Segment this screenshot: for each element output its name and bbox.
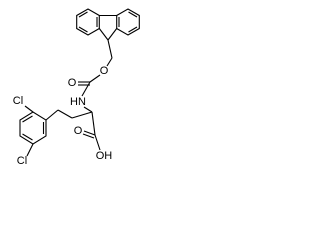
ring	[76, 8, 100, 36]
double-bond	[22, 115, 33, 123]
atom-label: O	[100, 65, 109, 77]
atom-label: O	[74, 125, 83, 137]
atom-label: Cl	[17, 155, 27, 167]
bond	[83, 106, 93, 113]
bond	[107, 28, 118, 41]
bond	[45, 109, 59, 121]
bond	[24, 105, 34, 113]
ring	[19, 111, 47, 145]
double-bond	[78, 26, 88, 33]
atom-label: HN	[70, 96, 86, 108]
bond	[98, 28, 109, 41]
double-bond	[128, 26, 138, 33]
bond	[71, 111, 93, 119]
double-bond	[82, 133, 95, 139]
bond	[89, 74, 101, 83]
bonds	[19, 8, 140, 157]
molecule: Cl Cl HN O O O OH	[13, 8, 140, 167]
atom-label: Cl	[13, 95, 23, 107]
double-bond	[78, 11, 88, 18]
double-bond	[128, 11, 138, 18]
ring	[116, 8, 140, 36]
atom-label: O	[68, 77, 77, 89]
atom-label: OH	[96, 150, 113, 162]
bond	[94, 134, 101, 151]
bond	[83, 130, 96, 136]
bond	[57, 109, 73, 119]
bond	[91, 111, 96, 136]
bond	[106, 57, 113, 67]
double-bond	[22, 133, 33, 141]
bond	[26, 143, 34, 157]
bond	[81, 81, 91, 97]
bond	[107, 39, 113, 59]
